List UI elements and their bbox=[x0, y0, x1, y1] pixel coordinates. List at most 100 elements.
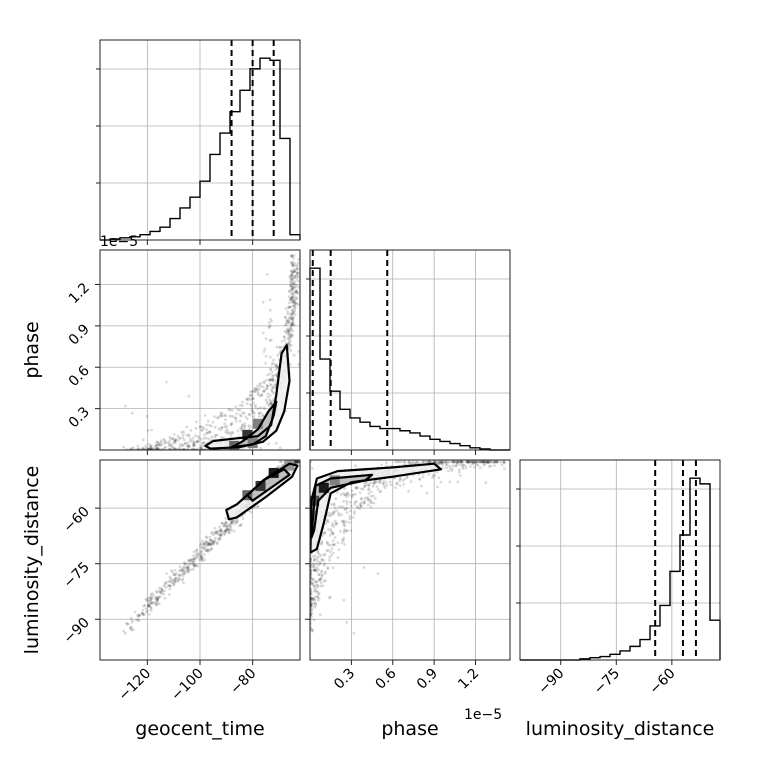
scatter-point bbox=[461, 467, 465, 470]
scatter-point bbox=[155, 597, 159, 601]
scatter-point bbox=[147, 442, 151, 446]
scatter-point bbox=[363, 501, 366, 504]
scatter-point bbox=[313, 554, 317, 558]
scatter-point bbox=[222, 530, 226, 534]
scatter-point bbox=[416, 460, 419, 464]
scatter-point bbox=[433, 460, 437, 464]
scatter-point bbox=[287, 343, 291, 346]
scatter-point bbox=[230, 415, 233, 418]
scatter-point bbox=[187, 444, 191, 448]
scatter-point bbox=[487, 460, 491, 464]
scatter-point bbox=[377, 479, 381, 483]
scatter-point bbox=[183, 572, 187, 575]
scatter-point bbox=[254, 403, 257, 407]
scatter-point bbox=[185, 562, 189, 565]
scatter-point bbox=[220, 414, 224, 418]
scatter-point bbox=[466, 460, 470, 464]
scatter-point bbox=[169, 437, 173, 441]
scatter-point bbox=[294, 264, 298, 268]
scatter-point bbox=[345, 493, 349, 496]
scatter-point bbox=[220, 426, 224, 430]
scatter-point bbox=[278, 345, 282, 349]
scatter-point bbox=[289, 269, 293, 272]
scatter-point bbox=[323, 572, 327, 576]
scatter-point bbox=[206, 543, 210, 546]
scatter-point bbox=[235, 520, 239, 524]
scatter-point bbox=[320, 558, 324, 562]
scatter-point bbox=[481, 460, 485, 464]
scatter-point bbox=[213, 425, 217, 429]
scatter-point bbox=[181, 577, 185, 581]
scatter-point bbox=[196, 447, 200, 450]
scatter-point bbox=[367, 483, 371, 487]
scatter-point bbox=[157, 442, 161, 446]
scatter-point bbox=[292, 267, 296, 271]
scatter-point bbox=[136, 613, 140, 617]
scatter-point bbox=[369, 490, 373, 494]
scatter-point bbox=[289, 298, 292, 301]
scatter-point bbox=[264, 398, 268, 402]
scatter-point bbox=[149, 607, 153, 610]
scatter-point bbox=[225, 431, 229, 435]
scatter-point bbox=[312, 565, 316, 569]
scatter-point bbox=[472, 461, 476, 465]
scatter-point bbox=[388, 480, 392, 484]
scatter-point bbox=[337, 505, 341, 509]
scatter-point bbox=[238, 408, 242, 412]
scatter-point bbox=[187, 394, 191, 398]
scatter-point bbox=[172, 447, 176, 450]
scatter-point bbox=[222, 436, 225, 440]
scatter-point bbox=[173, 568, 177, 572]
scatter-point bbox=[224, 529, 227, 533]
scatter-point bbox=[165, 580, 168, 584]
scatter-point bbox=[288, 316, 292, 319]
scatter-point bbox=[486, 460, 490, 464]
scatter-point bbox=[385, 483, 389, 487]
scatter-point bbox=[456, 480, 460, 484]
scatter-point bbox=[287, 330, 291, 334]
scatter-point bbox=[224, 517, 228, 520]
scatter-point bbox=[206, 548, 210, 551]
scatter-point bbox=[395, 482, 399, 486]
scatter-point bbox=[169, 444, 173, 448]
scatter-point bbox=[288, 344, 292, 347]
scatter-point bbox=[159, 590, 163, 594]
scatter-point bbox=[427, 460, 431, 464]
scatter-point bbox=[367, 492, 371, 496]
scatter-point bbox=[193, 443, 197, 447]
scatter-point bbox=[448, 466, 452, 470]
scatter-point bbox=[172, 579, 176, 582]
scatter-point bbox=[293, 304, 297, 307]
scatter-point bbox=[133, 610, 137, 614]
scatter-point bbox=[288, 332, 291, 336]
scatter-point bbox=[291, 304, 295, 308]
scatter-point bbox=[269, 368, 272, 372]
scatter-point bbox=[326, 520, 330, 524]
scatter-point bbox=[437, 462, 441, 465]
scatter-point bbox=[187, 570, 191, 574]
scatter-point bbox=[282, 335, 286, 339]
scatter-point bbox=[331, 513, 335, 516]
scatter-point bbox=[168, 584, 172, 588]
scatter-point bbox=[441, 460, 444, 464]
scatter-point bbox=[291, 295, 294, 299]
scatter-point bbox=[448, 460, 451, 464]
scatter-point bbox=[502, 460, 505, 464]
scatter-point bbox=[407, 489, 410, 493]
scatter-point bbox=[243, 424, 247, 428]
scatter-point bbox=[316, 586, 320, 589]
scatter-point bbox=[227, 531, 230, 535]
scatter-point bbox=[213, 435, 217, 439]
scatter-point bbox=[156, 598, 159, 602]
scatter-point bbox=[239, 523, 243, 526]
scatter-point bbox=[319, 577, 323, 581]
scatter-point bbox=[294, 460, 298, 464]
scatter-point bbox=[268, 394, 272, 397]
scatter-point bbox=[259, 446, 263, 450]
scatter-point bbox=[199, 549, 203, 553]
scatter-point bbox=[293, 461, 297, 465]
scatter-point bbox=[337, 548, 341, 551]
scatter-point bbox=[293, 270, 296, 274]
scatter-point bbox=[310, 467, 314, 470]
x-tick-label: −80 bbox=[227, 666, 259, 698]
